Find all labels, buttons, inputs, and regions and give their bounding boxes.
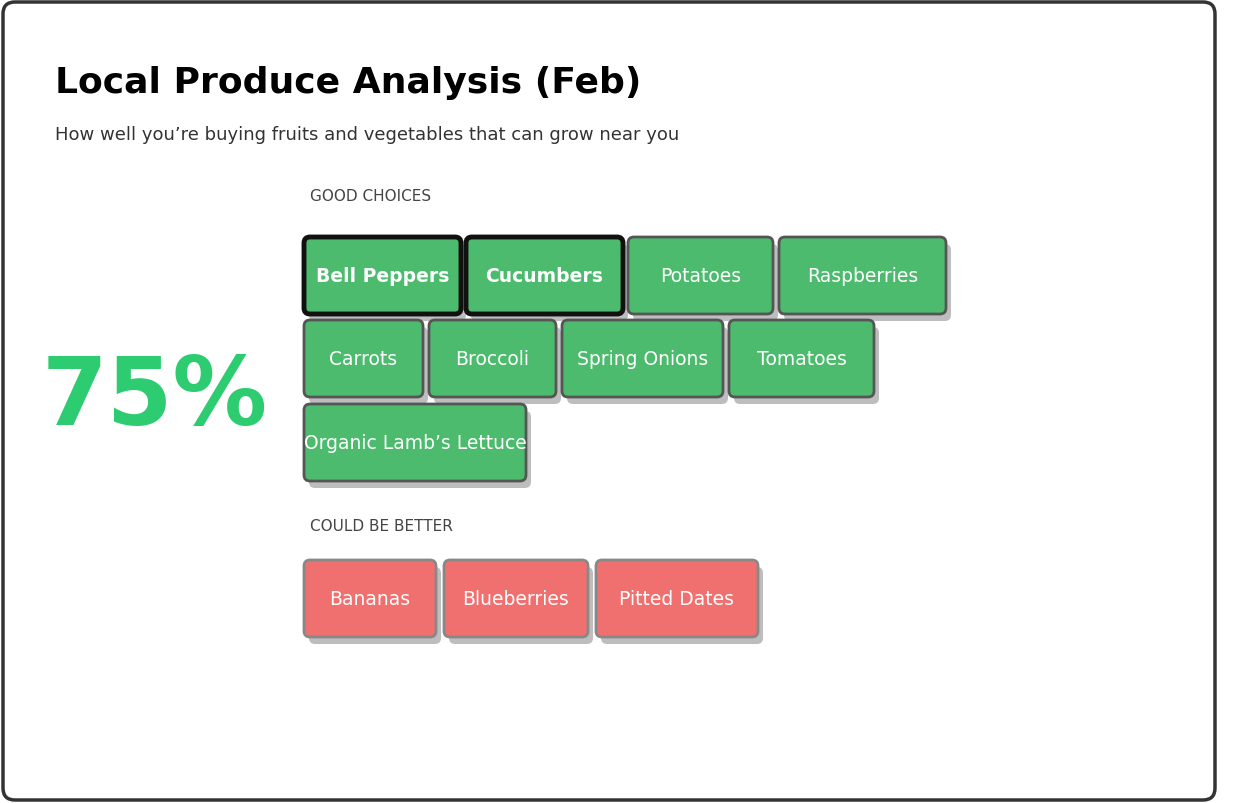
FancyBboxPatch shape bbox=[466, 238, 623, 315]
Text: Cucumbers: Cucumbers bbox=[485, 267, 604, 286]
Text: GOOD CHOICES: GOOD CHOICES bbox=[310, 189, 431, 204]
Text: Blueberries: Blueberries bbox=[463, 589, 569, 608]
Text: Bell Peppers: Bell Peppers bbox=[316, 267, 449, 286]
FancyBboxPatch shape bbox=[310, 245, 466, 321]
FancyBboxPatch shape bbox=[449, 567, 593, 644]
FancyBboxPatch shape bbox=[562, 320, 723, 397]
FancyBboxPatch shape bbox=[602, 567, 763, 644]
Text: Local Produce Analysis (Feb): Local Produce Analysis (Feb) bbox=[55, 66, 641, 100]
FancyBboxPatch shape bbox=[784, 245, 951, 321]
Text: Pitted Dates: Pitted Dates bbox=[619, 589, 735, 608]
FancyBboxPatch shape bbox=[567, 328, 728, 405]
Text: 75%: 75% bbox=[42, 353, 268, 444]
FancyBboxPatch shape bbox=[310, 328, 428, 405]
Text: Tomatoes: Tomatoes bbox=[756, 349, 846, 369]
FancyBboxPatch shape bbox=[444, 560, 588, 638]
Text: Raspberries: Raspberries bbox=[807, 267, 919, 286]
Text: Organic Lamb’s Lettuce: Organic Lamb’s Lettuce bbox=[303, 434, 527, 452]
FancyBboxPatch shape bbox=[305, 238, 461, 315]
FancyBboxPatch shape bbox=[470, 245, 628, 321]
FancyBboxPatch shape bbox=[429, 320, 557, 397]
FancyBboxPatch shape bbox=[310, 411, 530, 488]
FancyBboxPatch shape bbox=[628, 238, 773, 315]
Text: Broccoli: Broccoli bbox=[456, 349, 529, 369]
Text: Carrots: Carrots bbox=[329, 349, 398, 369]
FancyBboxPatch shape bbox=[310, 567, 441, 644]
FancyBboxPatch shape bbox=[305, 560, 436, 638]
FancyBboxPatch shape bbox=[734, 328, 879, 405]
FancyBboxPatch shape bbox=[434, 328, 562, 405]
FancyBboxPatch shape bbox=[2, 3, 1216, 800]
FancyBboxPatch shape bbox=[633, 245, 778, 321]
FancyBboxPatch shape bbox=[305, 405, 525, 482]
Text: Bananas: Bananas bbox=[329, 589, 411, 608]
Text: How well you’re buying fruits and vegetables that can grow near you: How well you’re buying fruits and vegeta… bbox=[55, 126, 679, 144]
Text: Potatoes: Potatoes bbox=[660, 267, 741, 286]
FancyBboxPatch shape bbox=[779, 238, 946, 315]
FancyBboxPatch shape bbox=[305, 320, 423, 397]
FancyBboxPatch shape bbox=[597, 560, 758, 638]
FancyBboxPatch shape bbox=[729, 320, 874, 397]
Text: COULD BE BETTER: COULD BE BETTER bbox=[310, 519, 453, 533]
Text: Spring Onions: Spring Onions bbox=[577, 349, 708, 369]
